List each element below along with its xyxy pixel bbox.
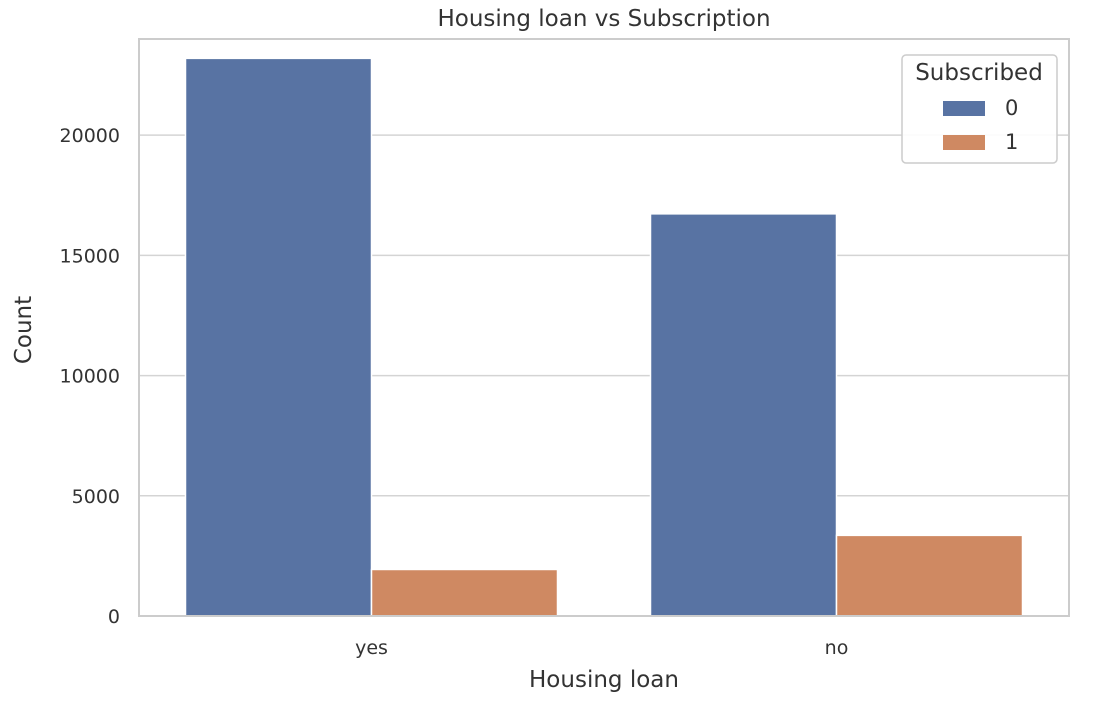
bars (184, 57, 1024, 617)
bar-yes-subscribed-1 (370, 568, 559, 617)
y-tick-label: 5000 (72, 486, 120, 508)
y-axis-label: Count (11, 296, 37, 364)
x-axis-label: Housing loan (529, 667, 679, 693)
y-tick-label: 10000 (60, 366, 120, 388)
legend-swatch-0 (943, 101, 985, 116)
legend-swatch-1 (943, 135, 985, 150)
y-tick-labels: 0 5000 10000 15000 20000 (60, 125, 120, 628)
y-tick-label: 20000 (60, 125, 120, 147)
x-tick-label-yes: yes (355, 637, 388, 659)
legend-label-1: 1 (1005, 130, 1018, 154)
legend-title: Subscribed (915, 60, 1043, 86)
bar-no-subscribed-0 (649, 213, 838, 617)
x-tick-label-no: no (825, 637, 849, 659)
x-tick-labels: yes no (355, 637, 848, 659)
plot-frame (138, 38, 1070, 617)
y-tick-label: 15000 (60, 245, 120, 267)
chart-title: Housing loan vs Subscription (437, 6, 770, 32)
legend: Subscribed 0 1 (901, 54, 1058, 164)
bar-yes-subscribed-0 (184, 57, 373, 617)
legend-label-0: 0 (1005, 96, 1018, 120)
y-tick-label: 0 (108, 606, 120, 628)
bar-no-subscribed-1 (835, 534, 1024, 617)
